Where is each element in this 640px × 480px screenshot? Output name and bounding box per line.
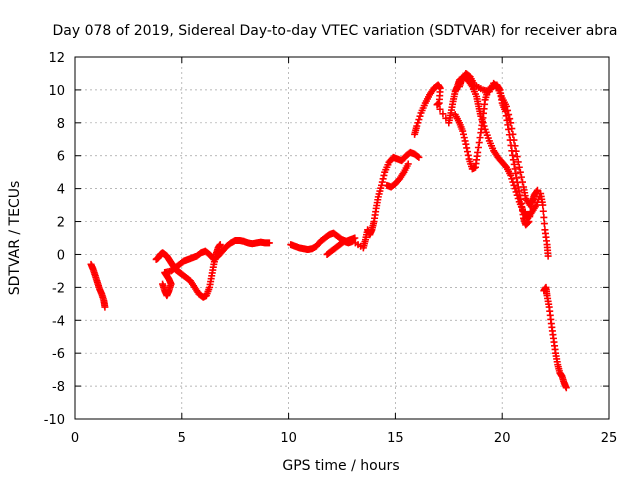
data-point (515, 187, 523, 195)
data-point (461, 137, 469, 145)
data-point (476, 134, 484, 142)
data-point (509, 156, 517, 164)
data-point (415, 116, 423, 124)
data-point (404, 160, 412, 168)
data-point (436, 105, 444, 113)
data-point (493, 83, 501, 91)
data-point (513, 153, 521, 161)
data-point (515, 163, 523, 171)
x-axis-label: GPS time / hours (282, 458, 399, 474)
data-point (413, 122, 421, 130)
data-point (540, 213, 548, 221)
data-point (517, 173, 525, 181)
data-point (512, 147, 520, 155)
data-point (504, 106, 512, 114)
data-point (464, 151, 472, 159)
y-tick-label: 6 (57, 150, 65, 165)
data-point (508, 125, 516, 133)
data-point (416, 112, 424, 120)
data-point (510, 136, 518, 144)
x-tick-label: 15 (387, 431, 404, 446)
data-point (474, 144, 482, 151)
chart-title: Day 078 of 2019, Sidereal Day-to-day VTE… (52, 23, 617, 39)
y-tick-label: -10 (44, 413, 65, 428)
data-point (439, 110, 447, 118)
data-point (216, 241, 224, 249)
data-point (562, 384, 570, 392)
data-point (380, 171, 388, 179)
data-point (517, 195, 525, 203)
data-point (525, 218, 533, 226)
data-point (506, 115, 514, 123)
data-point (474, 148, 482, 156)
data-point (530, 193, 538, 201)
y-axis-label: SDTVAR / TECUs (7, 181, 23, 296)
data-points (87, 69, 570, 392)
data-point (505, 125, 513, 133)
data-point (475, 139, 483, 147)
grid (75, 57, 609, 419)
data-point (526, 213, 534, 221)
data-point (511, 142, 519, 150)
data-point (505, 111, 513, 119)
data-point (514, 158, 522, 166)
data-point (512, 169, 520, 177)
data-point (513, 174, 521, 182)
data-point (415, 153, 423, 161)
data-point (516, 168, 524, 176)
x-tick-label: 20 (494, 431, 511, 446)
data-point (539, 207, 547, 215)
data-point (502, 102, 510, 110)
data-point (463, 144, 471, 152)
data-point (518, 178, 526, 186)
data-point (533, 188, 541, 196)
data-point (463, 148, 471, 156)
data-point (414, 119, 422, 127)
y-tick-label: -8 (52, 380, 65, 395)
data-point (460, 134, 468, 142)
data-point (459, 127, 467, 135)
y-tick-label: -4 (52, 314, 65, 329)
y-tick-label: 0 (57, 248, 65, 263)
plot-frame (74, 56, 610, 420)
data-point (510, 160, 518, 168)
x-tick-label: 10 (280, 431, 297, 446)
data-point (265, 239, 273, 247)
data-point (539, 201, 547, 209)
y-tick-label: -6 (52, 347, 65, 362)
y-tick-label: 2 (57, 216, 65, 231)
data-point (459, 130, 467, 138)
data-point (509, 130, 517, 138)
y-tick-label: 10 (48, 84, 65, 99)
x-tick-label: 5 (178, 431, 186, 446)
data-point (378, 178, 386, 186)
data-point (462, 140, 470, 148)
data-point (433, 101, 441, 109)
data-point (507, 119, 515, 127)
x-tick-label: 0 (71, 431, 79, 446)
data-point (527, 208, 535, 216)
y-tick-label: 12 (48, 51, 65, 66)
data-point (524, 218, 532, 226)
data-point (414, 153, 422, 161)
data-point (507, 171, 515, 179)
data-point (533, 186, 541, 194)
y-tick-label: -2 (52, 281, 65, 296)
data-point (509, 151, 517, 159)
y-tick-label: 8 (57, 117, 65, 132)
x-tick-label: 25 (601, 431, 618, 446)
data-point (544, 252, 552, 260)
data-point (508, 175, 516, 183)
data-point (101, 303, 109, 311)
y-tick-label: 4 (57, 183, 65, 198)
data-point (511, 165, 519, 173)
data-point (379, 175, 387, 183)
data-point (540, 220, 548, 228)
